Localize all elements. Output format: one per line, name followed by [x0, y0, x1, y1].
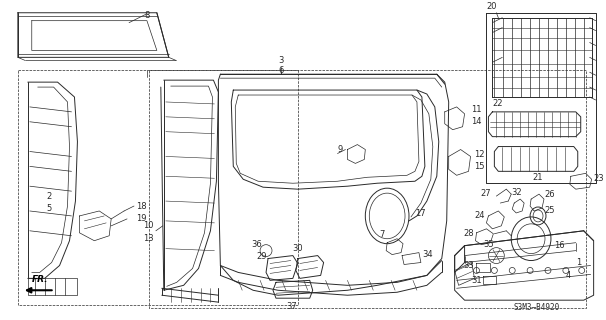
- Text: 36: 36: [251, 240, 262, 249]
- Text: 14: 14: [471, 117, 482, 126]
- Text: 10: 10: [144, 221, 154, 230]
- Text: 37: 37: [287, 302, 297, 311]
- Text: 20: 20: [487, 2, 497, 11]
- Text: 17: 17: [415, 210, 425, 219]
- Text: 3: 3: [278, 56, 284, 65]
- Text: 27: 27: [481, 188, 491, 198]
- Text: 18: 18: [136, 202, 147, 211]
- Text: 24: 24: [474, 212, 484, 220]
- Text: 21: 21: [533, 173, 544, 182]
- Text: 8: 8: [144, 11, 150, 20]
- Text: 35: 35: [484, 240, 494, 249]
- Text: 23: 23: [594, 174, 604, 183]
- Text: 5: 5: [47, 204, 52, 212]
- Text: 33: 33: [464, 261, 474, 270]
- Text: 15: 15: [474, 162, 485, 171]
- Text: 30: 30: [293, 244, 303, 252]
- Text: 11: 11: [471, 105, 482, 114]
- Text: 22: 22: [493, 99, 503, 108]
- Text: 2: 2: [47, 192, 52, 201]
- Text: 28: 28: [463, 229, 473, 238]
- Text: 12: 12: [474, 150, 485, 159]
- Text: S3M3–B4920: S3M3–B4920: [513, 303, 559, 312]
- Text: 34: 34: [422, 250, 433, 259]
- Text: 7: 7: [380, 230, 385, 239]
- Text: FR.: FR.: [32, 275, 48, 284]
- Text: 31: 31: [471, 276, 481, 285]
- Text: 16: 16: [554, 241, 565, 250]
- Text: 25: 25: [544, 206, 554, 215]
- Text: 4: 4: [566, 271, 571, 280]
- Text: 13: 13: [143, 234, 154, 243]
- Text: 1: 1: [576, 258, 581, 267]
- Text: 29: 29: [256, 252, 267, 261]
- Text: 6: 6: [278, 66, 284, 75]
- Text: 26: 26: [544, 190, 554, 199]
- Text: 9: 9: [337, 145, 342, 154]
- Text: 19: 19: [136, 214, 147, 223]
- Text: 32: 32: [511, 188, 522, 197]
